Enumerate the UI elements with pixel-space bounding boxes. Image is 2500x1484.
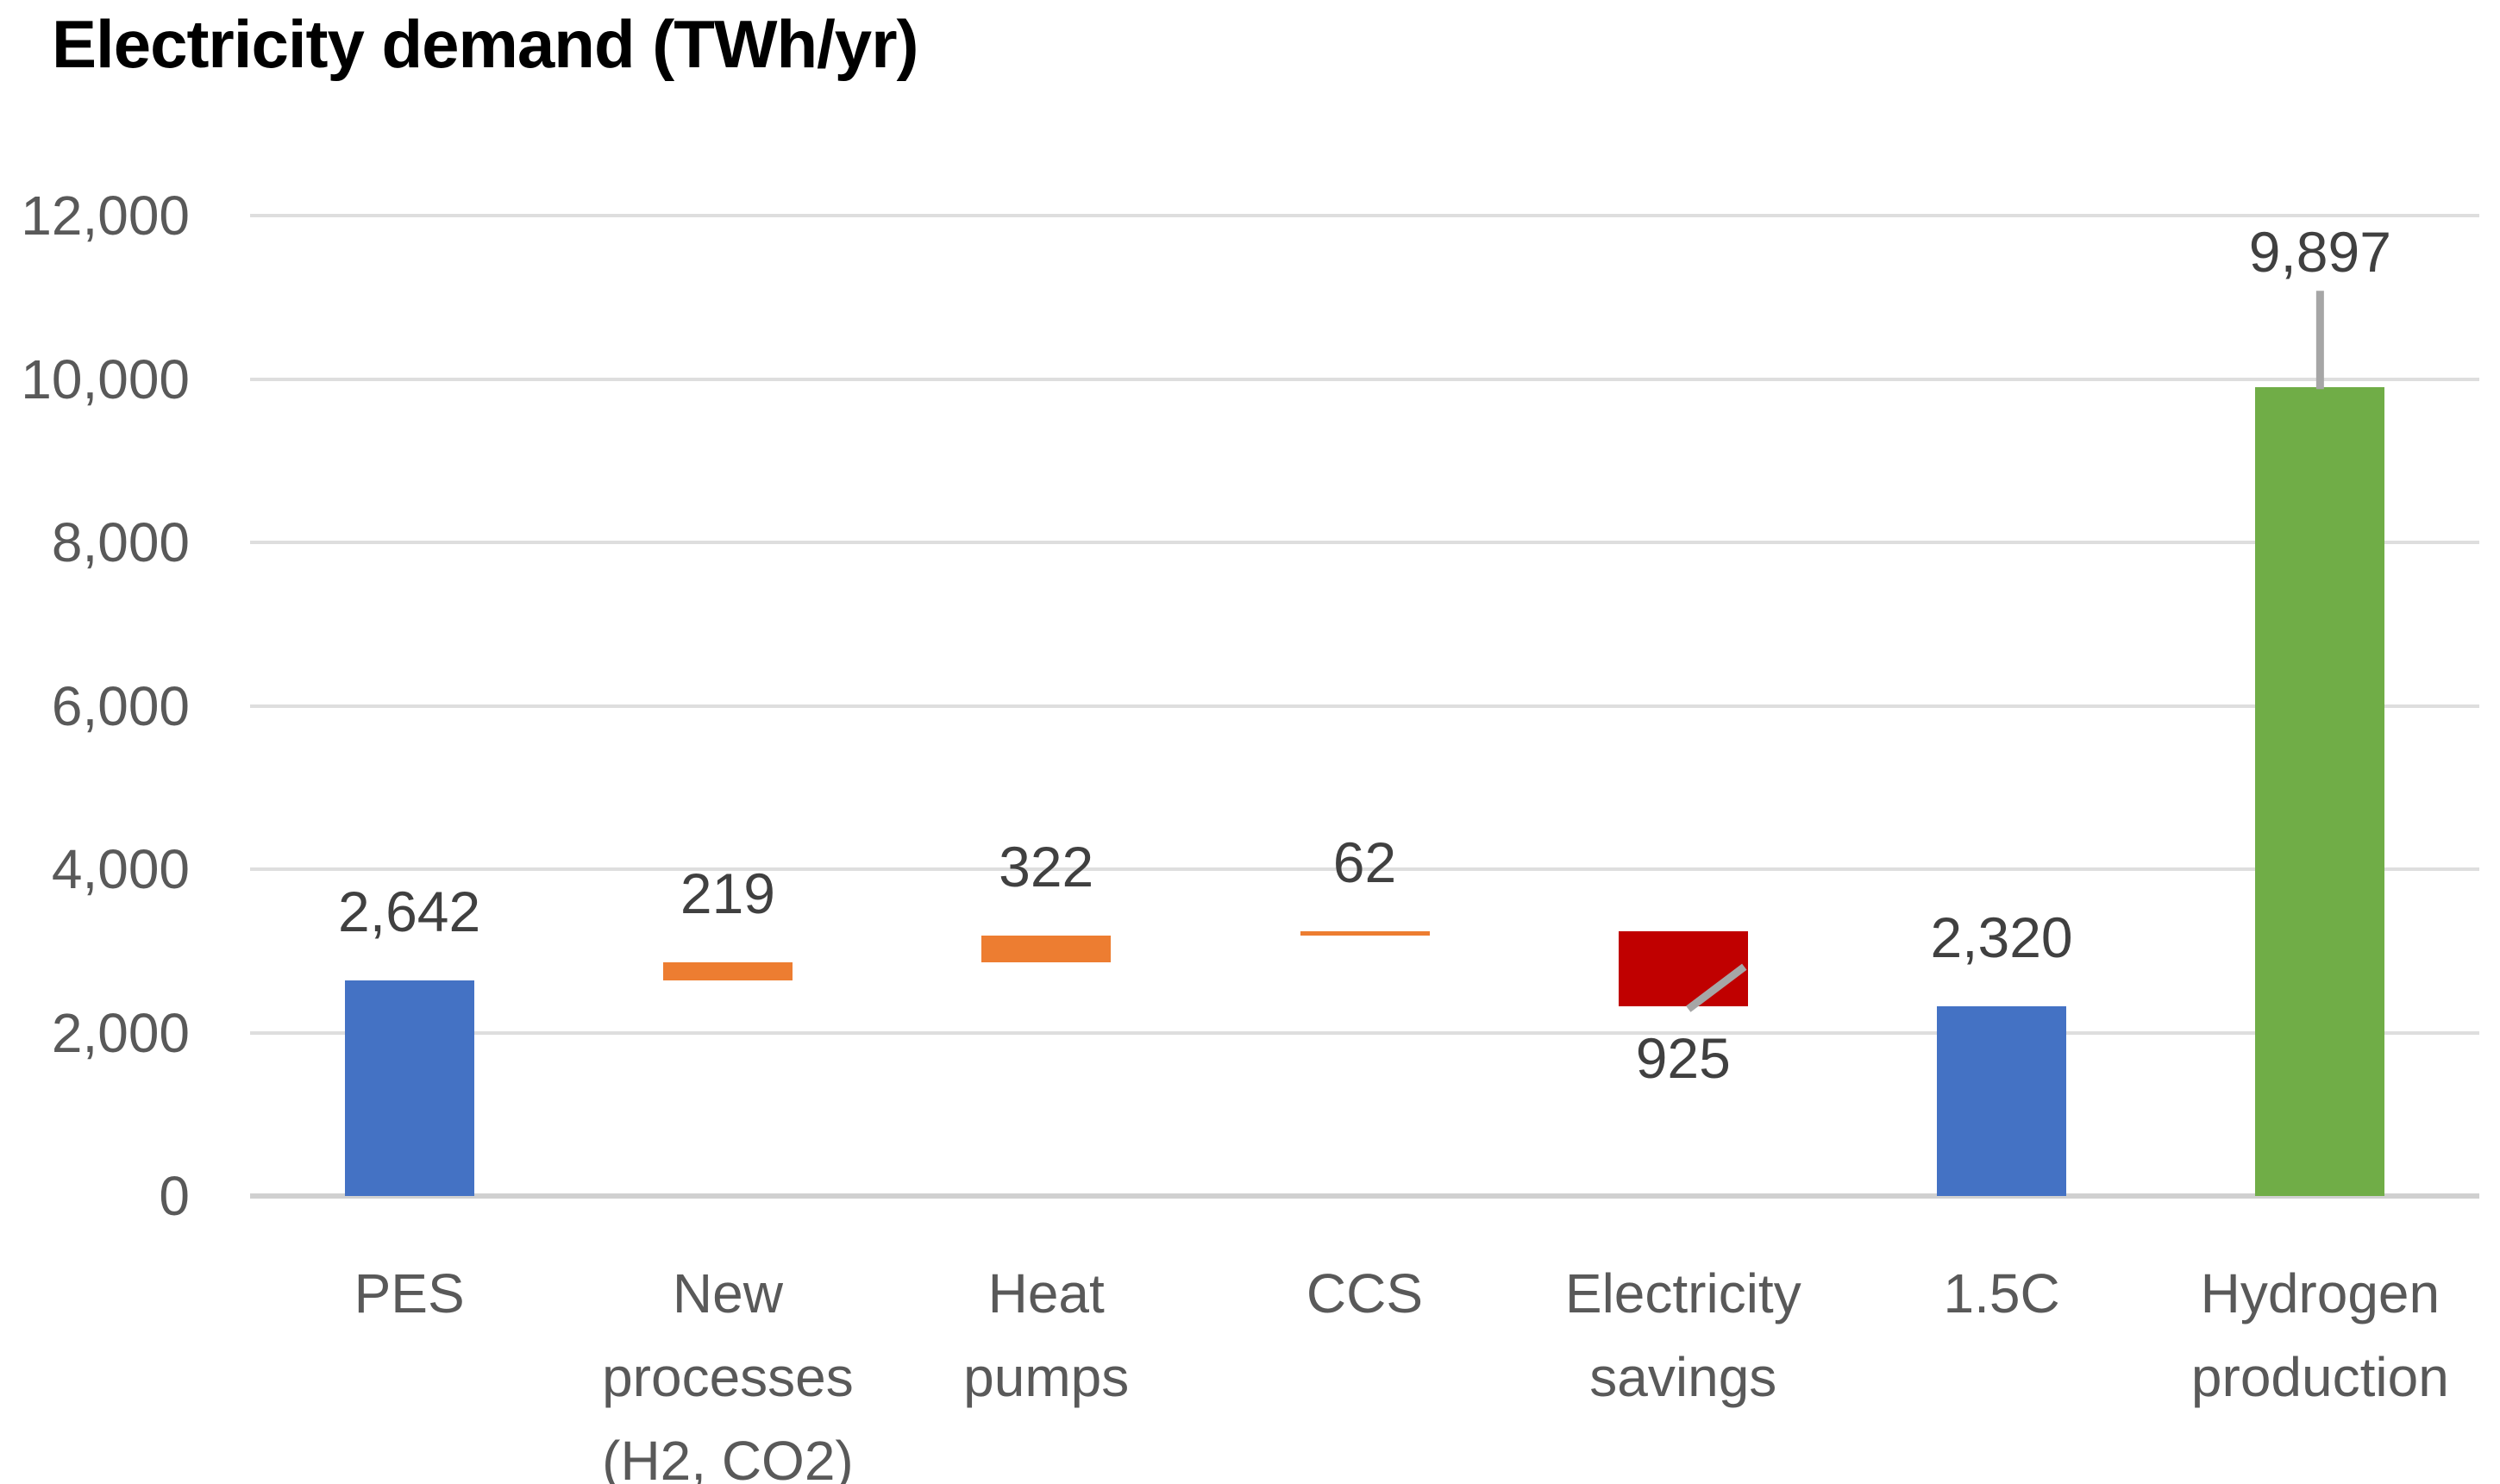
bar-1-5c (1937, 1006, 2067, 1196)
gridline-10000 (250, 377, 2479, 381)
data-label: 219 (680, 861, 775, 925)
category-label-line: (H2, CO2) (602, 1430, 854, 1484)
y-tick-label: 10,000 (21, 348, 190, 410)
data-label: 2,642 (338, 879, 481, 943)
category-label-pes: PES (250, 1252, 568, 1336)
category-label-ccs: CCS (1206, 1252, 1524, 1336)
category-label-new-processes-h2-co2: New processes (H2, CO2) (568, 1252, 887, 1484)
data-label: 925 (1635, 1026, 1731, 1091)
gridline-2000 (250, 1030, 2479, 1035)
category-label-heat-pumps: Heat pumps (887, 1252, 1206, 1419)
category-label-line: CCS (1306, 1262, 1424, 1324)
gridline-8000 (250, 541, 2479, 544)
category-label-line: Heat (987, 1262, 1105, 1324)
category-label-line: pumps (963, 1346, 1130, 1408)
chart-title: Electricity demand (TWh/yr) (52, 6, 919, 82)
bar-pes (344, 980, 474, 1196)
category-label-1-5c: 1.5C (1842, 1252, 2160, 1336)
category-label-line: Electricity (1564, 1262, 1801, 1324)
gridline-12000 (250, 214, 2479, 217)
x-axis-line (250, 1193, 2479, 1199)
category-label-line: Hydrogen (2200, 1262, 2440, 1324)
bar-ccs (1300, 930, 1430, 936)
bar-new-processes-h2-co2 (662, 961, 793, 980)
bar-electricity-savings (1618, 930, 1748, 1007)
category-label-line: savings (1589, 1346, 1777, 1408)
category-label-line: PES (354, 1262, 465, 1324)
bar-heat-pumps (981, 936, 1112, 962)
category-label-hydrogen-production: Hydrogen production (2161, 1252, 2479, 1419)
category-label-line: New (672, 1262, 783, 1324)
y-tick-label: 2,000 (51, 1001, 190, 1064)
category-label-line: processes (602, 1346, 854, 1408)
data-label: 2,320 (1930, 905, 2073, 970)
y-tick-label: 8,000 (51, 511, 190, 573)
y-tick-label: 12,000 (21, 185, 190, 247)
data-label: 62 (1332, 830, 1397, 894)
y-tick-label: 6,000 (51, 674, 190, 737)
data-label: 322 (999, 835, 1094, 899)
category-label-line: 1.5C (1943, 1262, 2060, 1324)
bar-hydrogen-production (2255, 387, 2385, 1196)
data-label: 9,897 (2248, 220, 2391, 285)
category-label-electricity-savings: Electricity savings (1524, 1252, 1842, 1419)
gridline-4000 (250, 867, 2479, 871)
category-label-line: production (2190, 1346, 2449, 1408)
y-tick-label: 0 (159, 1165, 190, 1227)
gridline-6000 (250, 704, 2479, 708)
y-tick-label: 4,000 (51, 838, 190, 900)
